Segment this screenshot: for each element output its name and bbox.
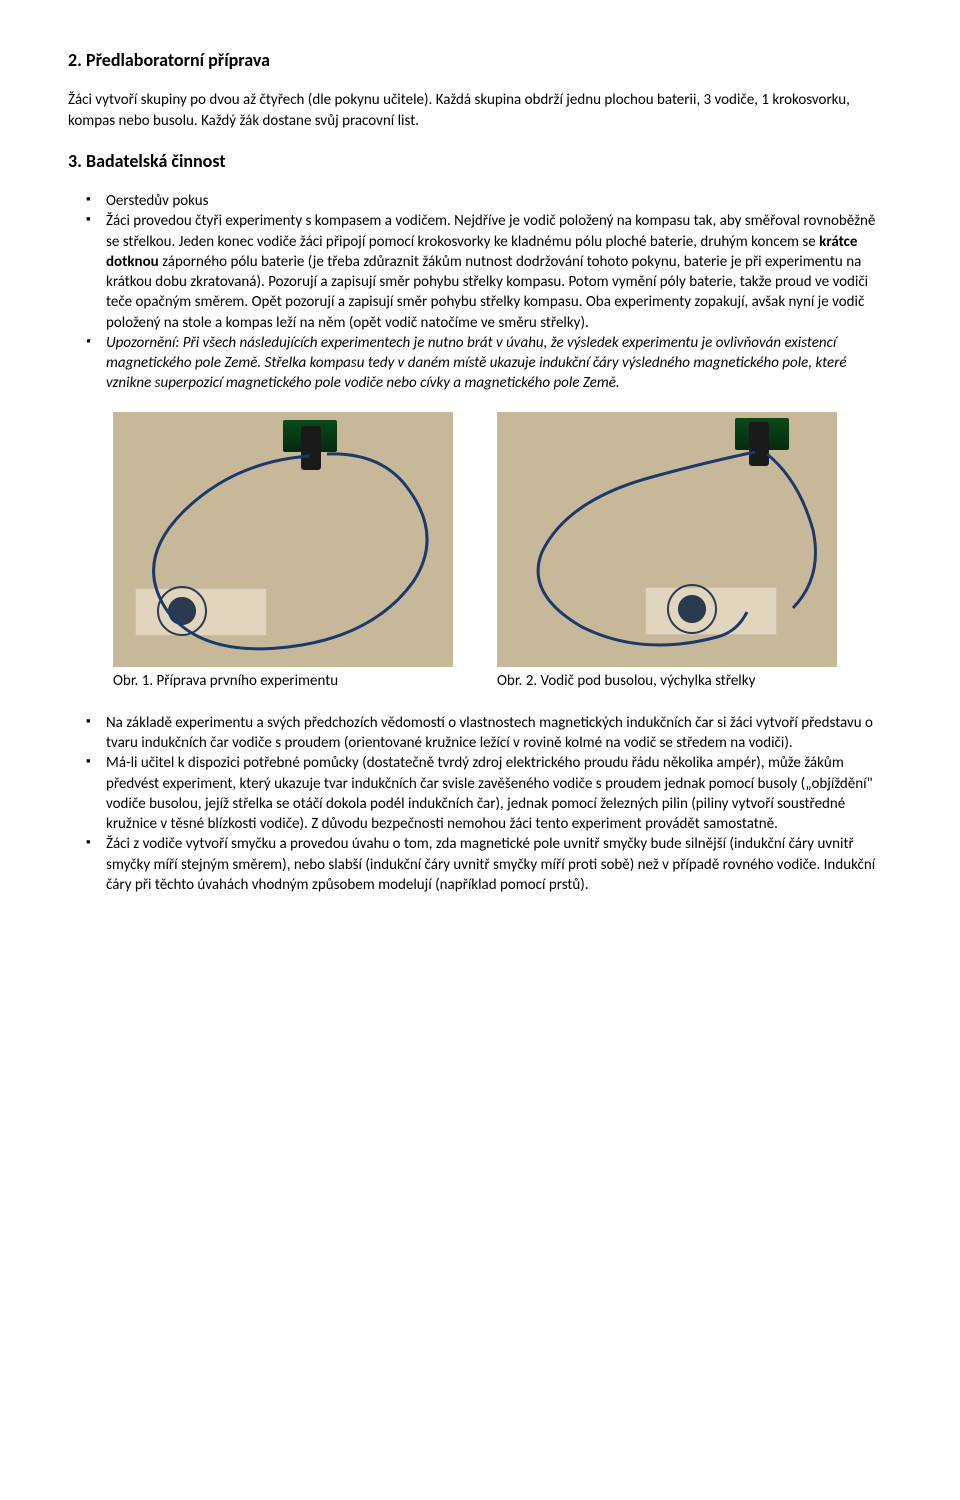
list-item: Na základě experimentu a svých předchozí… <box>106 713 892 754</box>
figure-1-caption: Obr. 1. Příprava prvního experimentu <box>113 671 453 691</box>
list-item: Žáci provedou čtyři experimenty s kompas… <box>106 211 892 333</box>
list-item: Žáci z vodiče vytvoří smyčku a provedou … <box>106 834 892 895</box>
figure-1-image <box>113 412 453 667</box>
list-item: Oerstedův pokus <box>106 191 892 211</box>
list-item: Má-li učitel k dispozici potřebné pomůck… <box>106 753 892 834</box>
section2-heading: 2. Předlaboratorní příprava <box>68 48 892 72</box>
figure-2: Obr. 2. Vodič pod busolou, výchylka stře… <box>497 412 837 691</box>
text-span: Žáci provedou čtyři experimenty s kompas… <box>106 212 875 250</box>
figures-row: Obr. 1. Příprava prvního experimentu Obr… <box>113 412 892 691</box>
section3-heading: 3. Badatelská činnost <box>68 149 892 173</box>
section3-list: Oerstedův pokus Žáci provedou čtyři expe… <box>68 191 892 394</box>
text-span: záporného pólu baterie (je třeba zdůrazn… <box>106 253 868 332</box>
section2-paragraph: Žáci vytvoří skupiny po dvou až čtyřech … <box>68 90 892 131</box>
bottom-list: Na základě experimentu a svých předchozí… <box>68 713 892 895</box>
figure-1: Obr. 1. Příprava prvního experimentu <box>113 412 453 691</box>
figure-2-caption: Obr. 2. Vodič pod busolou, výchylka stře… <box>497 671 837 691</box>
figure-2-image <box>497 412 837 667</box>
list-item-italic: Upozornění: Při všech následujících expe… <box>106 333 892 394</box>
